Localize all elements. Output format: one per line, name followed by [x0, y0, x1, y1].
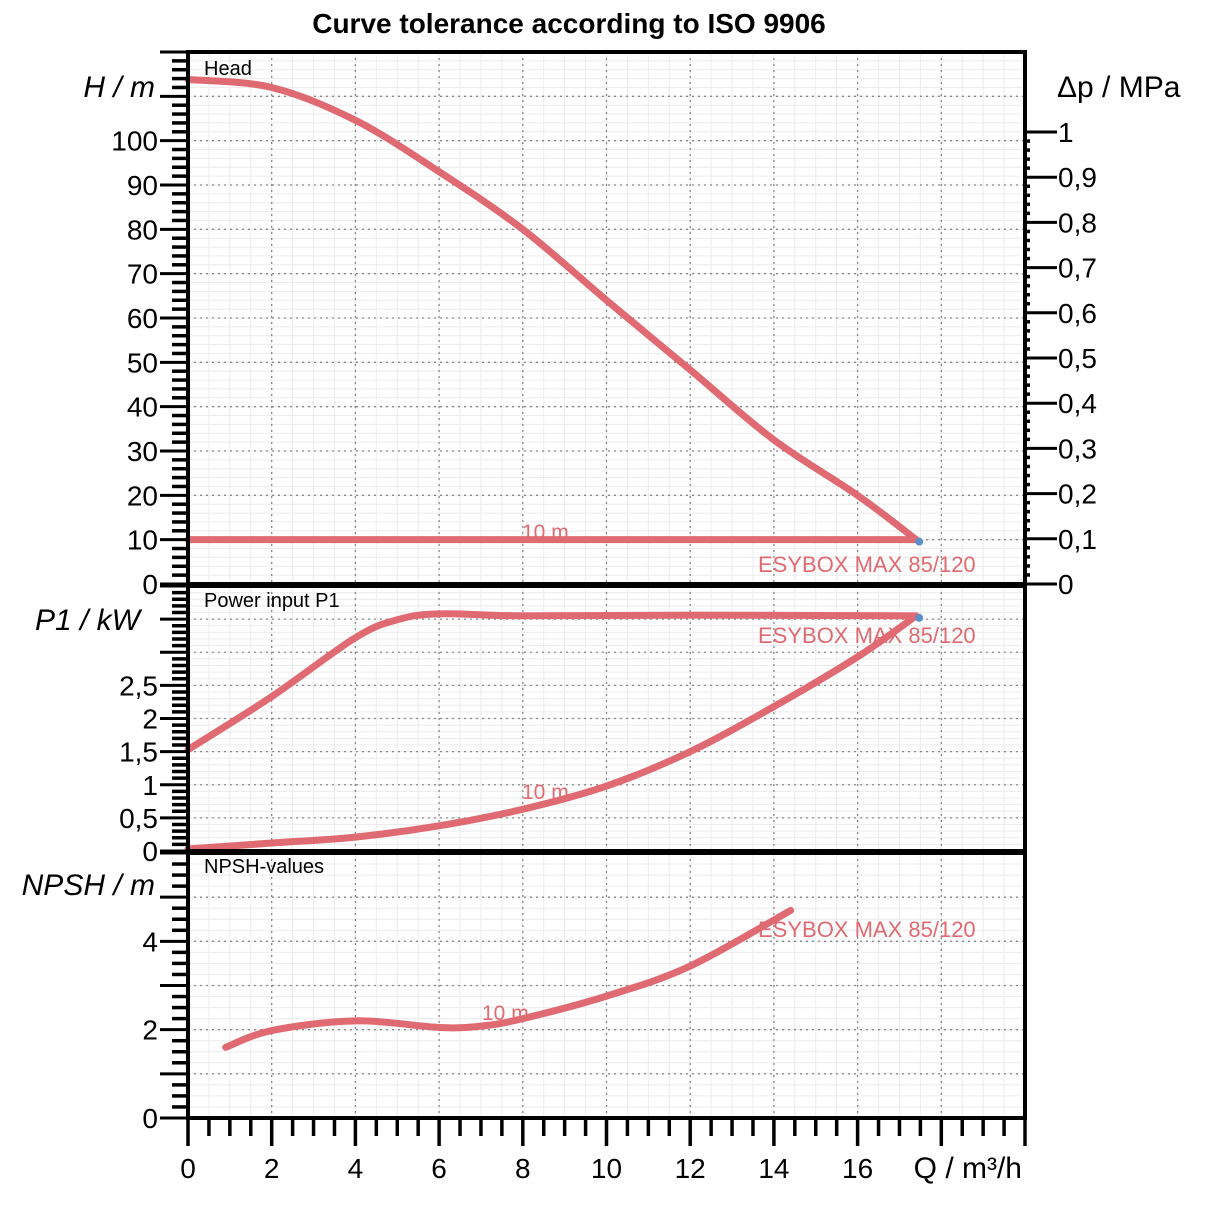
operating-point: [915, 537, 924, 546]
y-tick-label: 0: [142, 836, 158, 867]
y-tick-label: 0,5: [119, 803, 158, 834]
y-tick-label: 70: [127, 259, 158, 290]
y-tick-label: 100: [111, 126, 158, 157]
power-y-label: P1 / kW: [35, 604, 143, 637]
y-tick-label: 2: [142, 704, 158, 735]
tick-labels: 010203040506070809010000,511,522,502400,…: [111, 117, 1097, 1184]
head-panel-label: Head: [204, 58, 252, 80]
pressure-tick-label: 0,4: [1058, 388, 1097, 419]
y-tick-label: 90: [127, 170, 158, 201]
npsh-annotation-10m: 10 m: [482, 1002, 529, 1025]
y-tick-label: 60: [127, 303, 158, 334]
grid: [187, 51, 1026, 1119]
y-tick-label: 10: [127, 525, 158, 556]
power-annotation-model: ESYBOX MAX 85/120: [758, 623, 976, 648]
x-tick-label: 10: [591, 1153, 622, 1184]
head-y-label: H / m: [83, 71, 155, 104]
chart-title: Curve tolerance according to ISO 9906: [312, 8, 826, 39]
head-annotation-10m: 10 m: [522, 521, 569, 544]
pressure-tick-label: 0,6: [1058, 298, 1097, 329]
pressure-tick-label: 0,7: [1058, 253, 1097, 284]
x-tick-label: 4: [348, 1153, 364, 1184]
y-tick-label: 0: [142, 1103, 158, 1134]
x-tick-label: 2: [264, 1153, 280, 1184]
pressure-tick-label: 0,9: [1058, 162, 1097, 193]
x-axis-label: Q / m³/h: [914, 1152, 1022, 1185]
pressure-tick-label: 0: [1058, 569, 1074, 600]
y-tick-label: 4: [142, 926, 158, 957]
y-tick-label: 40: [127, 392, 158, 423]
pressure-tick-label: 0,2: [1058, 479, 1097, 510]
x-tick-label: 14: [758, 1153, 789, 1184]
y-tick-label: 20: [127, 480, 158, 511]
y-tick-label: 2,5: [119, 670, 158, 701]
npsh-annotation-model: ESYBOX MAX 85/120: [758, 917, 976, 942]
operating-point: [915, 613, 924, 622]
series-line-model: [222, 906, 795, 1051]
series-line-model: [184, 75, 920, 544]
y-tick-label: 1: [142, 770, 158, 801]
y-tick-label: 1,5: [119, 737, 158, 768]
series-line-model: [184, 610, 920, 754]
x-tick-label: 8: [515, 1153, 531, 1184]
axes: [160, 50, 1057, 1146]
curves: [184, 75, 924, 1051]
head-annotation-model: ESYBOX MAX 85/120: [758, 552, 976, 577]
power-annotation-10m: 10 m: [522, 781, 569, 804]
y-tick-label: 30: [127, 436, 158, 467]
power-panel-label: Power input P1: [204, 590, 340, 612]
x-tick-label: 12: [675, 1153, 706, 1184]
x-tick-label: 16: [842, 1153, 873, 1184]
pressure-tick-label: 0,3: [1058, 433, 1097, 464]
pressure-tick-label: 1: [1058, 117, 1074, 148]
x-tick-label: 0: [180, 1153, 196, 1184]
pressure-y-label: Δp / MPa: [1057, 71, 1181, 104]
pressure-tick-label: 0,5: [1058, 343, 1097, 374]
labels: Head Power input P1 NPSH-values H / m Δp…: [22, 58, 1181, 1185]
y-tick-label: 50: [127, 347, 158, 378]
y-tick-label: 80: [127, 214, 158, 245]
y-tick-label: 2: [142, 1015, 158, 1046]
series-line-10m: [184, 612, 920, 853]
x-tick-label: 6: [431, 1153, 447, 1184]
npsh-y-label: NPSH / m: [22, 869, 155, 902]
y-tick-label: 0: [142, 569, 158, 600]
pressure-tick-label: 0,1: [1058, 524, 1097, 555]
pressure-tick-label: 0,8: [1058, 207, 1097, 238]
npsh-panel-label: NPSH-values: [204, 856, 324, 878]
